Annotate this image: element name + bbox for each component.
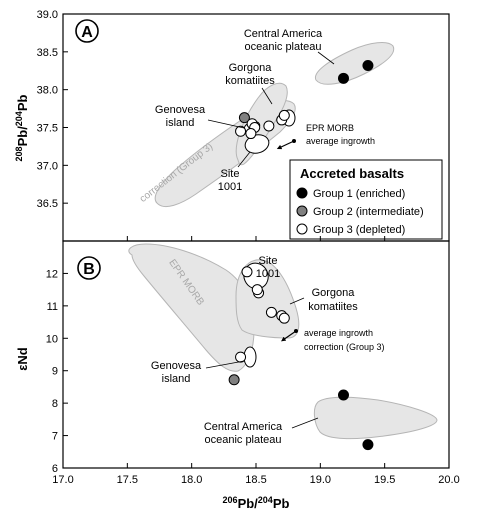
ytick-label-a: 39.0 [37, 9, 58, 21]
annotation-central-america-b-line2: oceanic plateau [204, 434, 281, 446]
point-group3-b [241, 266, 253, 278]
ytick-label-a: 37.5 [37, 123, 58, 135]
panel-a: correction (Group 3) Central America oce… [14, 9, 450, 242]
field-epr-morb-b [128, 243, 255, 372]
ingrowth-arrow-b-dot [294, 329, 298, 333]
annotation-gorgona-b-line1: Gorgona [312, 287, 356, 299]
annotation-genovesa-b-line1: Genovesa [151, 360, 202, 372]
ytick-label-b: 8 [52, 398, 58, 410]
annotation-central-america-a-line1: Central America [244, 28, 323, 40]
panel-a-badge [75, 19, 99, 43]
annotation-genovesa-a-line2: island [166, 117, 195, 129]
point-group3-b [278, 312, 290, 324]
ingrowth-arrow-a [276, 140, 295, 150]
panel-a-ylabel: 208Pb/204Pb [14, 94, 30, 161]
point-group3-a [235, 125, 247, 137]
legend: Accreted basalts Group 1 (enriched) Grou… [289, 159, 443, 240]
panel-b-ylabel: εNd [15, 347, 30, 371]
panel-a-letter: A [81, 24, 93, 41]
xtick-label-b: 19.5 [374, 474, 395, 486]
annotation-ingrowth-b-line1: average ingrowth [304, 328, 373, 338]
ytick-label-a: 38.0 [37, 85, 58, 97]
ytick-label-b: 6 [52, 463, 58, 475]
ytick-label-a: 36.5 [37, 198, 58, 210]
xtick-label-b: 18.5 [245, 474, 266, 486]
annotation-ingrowth-b-line2: correction (Group 3) [304, 342, 385, 352]
leader-gorgona-a [261, 87, 273, 105]
panel-b-badge [77, 256, 101, 280]
xtick-label-b: 20.0 [438, 474, 459, 486]
panel-a-yticks: 36.5 37.0 37.5 38.0 38.5 39.0 [37, 9, 68, 210]
annotation-gorgona-b-line2: komatiites [308, 301, 358, 313]
legend-marker-group3 [296, 223, 308, 235]
leader-central-america-a [317, 51, 335, 65]
leader-genovesa-b [205, 360, 245, 369]
annotation-central-america-b-line1: Central America [204, 421, 283, 433]
legend-label-group2: Group 2 (intermediate) [313, 206, 424, 218]
annotation-site1001-a-line1: Site [221, 168, 240, 180]
point-group1-b [337, 389, 349, 401]
ytick-label-b: 10 [46, 333, 58, 345]
xtick-label-b: 17.5 [117, 474, 138, 486]
legend-label-group1: Group 1 (enriched) [313, 188, 405, 200]
ytick-label-b: 11 [47, 301, 58, 313]
xtick-label-b: 19.0 [310, 474, 331, 486]
panel-b-yticks: 6 7 8 9 10 11 12 [46, 268, 68, 475]
leader-gorgona-b [289, 297, 305, 305]
ytick-label-b: 7 [52, 431, 58, 443]
legend-marker-group2 [296, 205, 308, 217]
leader-site1001-a [237, 151, 251, 168]
annotation-genovesa-a-line1: Genovesa [155, 104, 206, 116]
legend-title: Accreted basalts [300, 166, 404, 181]
ytick-label-a: 38.5 [37, 47, 58, 59]
point-group2-a [238, 112, 250, 124]
ytick-label-a: 37.0 [37, 160, 58, 172]
panel-b: EPR MORB Site 1001 Gorgona komatiites Ge… [15, 240, 460, 511]
point-group2-b [228, 374, 240, 386]
ingrowth-arrow-b [281, 330, 297, 342]
ytick-label-b: 9 [52, 366, 58, 378]
annotation-ingrowth-a-line1: EPR MORB [306, 123, 354, 133]
point-group1-b [362, 439, 374, 451]
panel-b-xticks: 17.0 17.5 18.0 18.5 19.0 19.5 20.0 [52, 463, 460, 486]
point-group3-a [263, 120, 275, 132]
annotation-ingrowth-a-line2: average ingrowth [306, 136, 375, 146]
point-group1-a [337, 72, 349, 84]
annotation-gorgona-a-line2: komatiites [225, 75, 275, 87]
field-central-america-a [315, 42, 395, 85]
panel-a-xticks [62, 236, 450, 241]
panel-b-letter: B [83, 261, 95, 278]
ytick-label-b: 12 [46, 268, 58, 280]
annotation-gorgona-a-line1: Gorgona [229, 62, 273, 74]
legend-marker-group1 [296, 187, 308, 199]
annotation-site1001-b-line1: Site [259, 255, 278, 267]
point-group3-b [235, 351, 247, 363]
xtick-label-b: 18.0 [181, 474, 202, 486]
annotation-site1001-b-line2: 1001 [256, 268, 280, 280]
annotation-genovesa-b-line2: island [162, 373, 191, 385]
annotation-central-america-a-line2: oceanic plateau [244, 41, 321, 53]
annotation-site1001-a-line2: 1001 [218, 181, 242, 193]
legend-box [289, 159, 443, 240]
panel-b-points [228, 266, 374, 451]
point-group1-a [362, 59, 374, 71]
point-group3-b [265, 306, 277, 318]
leader-central-america-b [291, 417, 319, 429]
panel-b-xlabel: 206Pb/204Pb [223, 495, 290, 511]
legend-label-group3: Group 3 (depleted) [313, 224, 405, 236]
leader-genovesa-a [207, 119, 245, 129]
point-group3-b [251, 284, 263, 296]
ingrowth-arrow-a-dot [292, 139, 296, 143]
xtick-label-b: 17.0 [52, 474, 73, 486]
point-group3-a [245, 128, 257, 140]
panel-a-points [235, 59, 374, 140]
field-central-america-b [313, 396, 438, 440]
point-group3-a [278, 109, 290, 121]
